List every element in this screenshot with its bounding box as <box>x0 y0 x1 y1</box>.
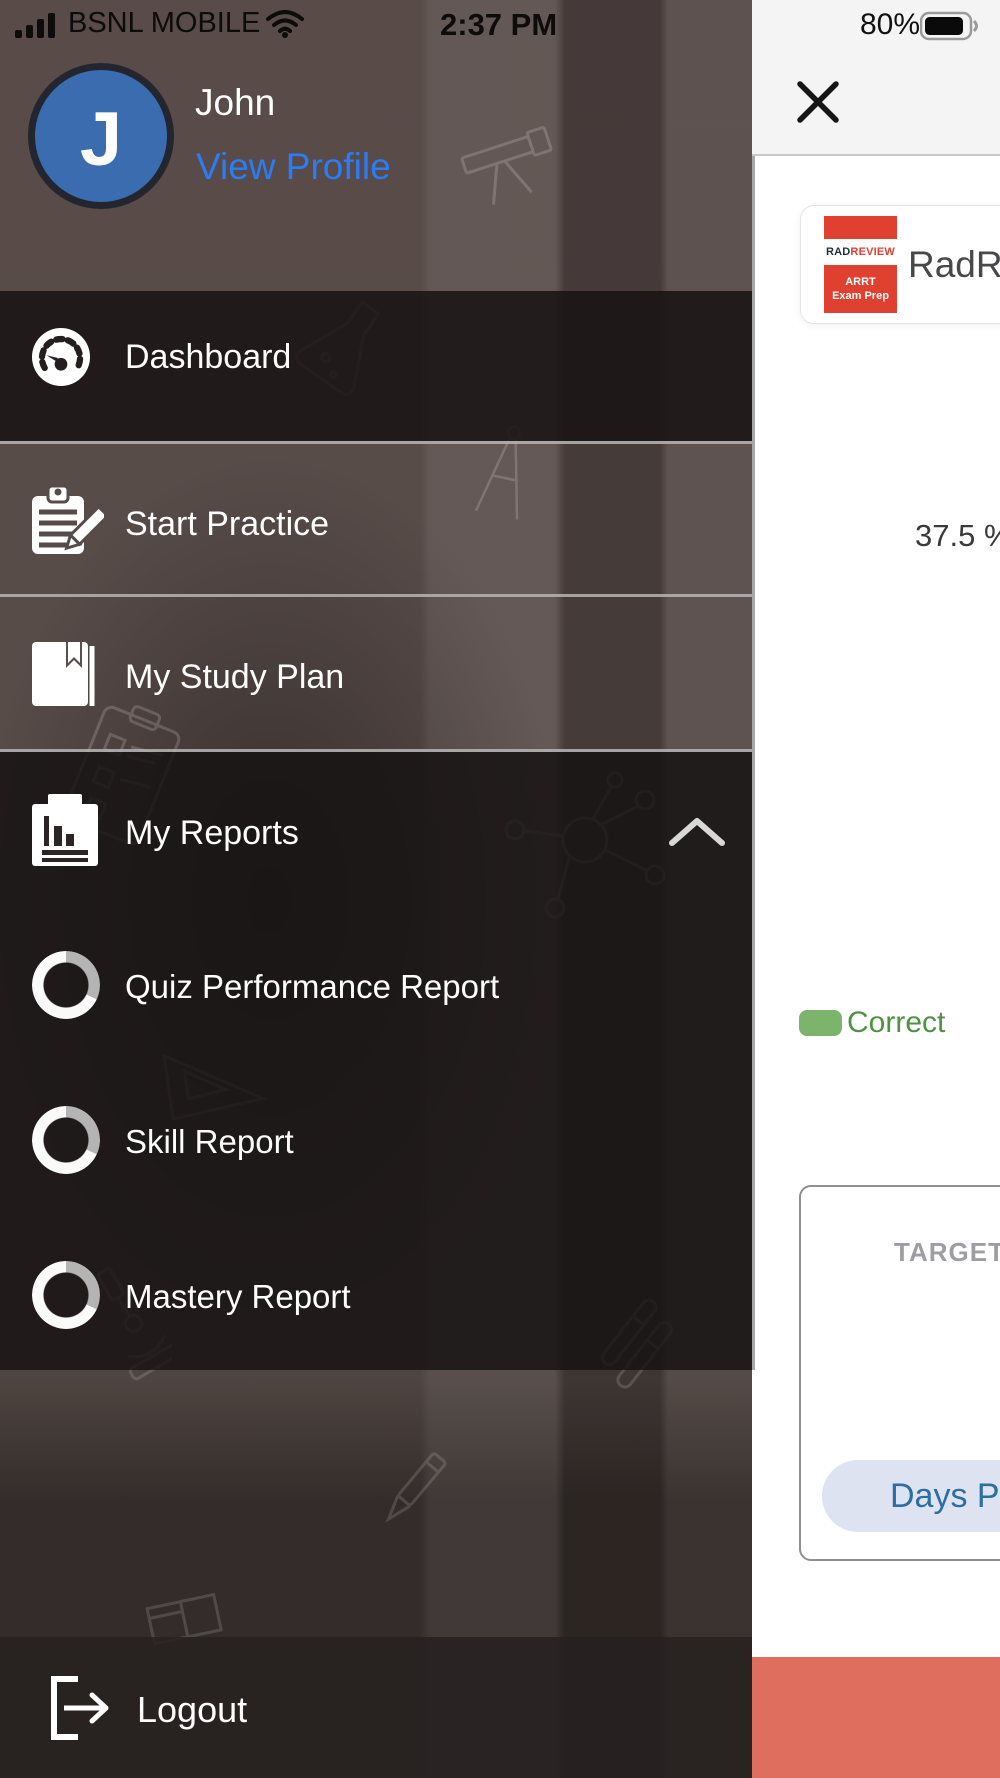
drawer-edge-scrollbar <box>752 156 755 1370</box>
progress-ring-icon <box>32 951 100 1019</box>
sidebar-item-start-practice[interactable]: Start Practice <box>0 444 752 594</box>
sidebar-item-label: Logout <box>137 1689 248 1730</box>
drawer-background-gap <box>0 1370 752 1637</box>
book-doodle <box>145 1592 223 1646</box>
logout-icon <box>48 1675 112 1746</box>
book-icon <box>30 638 102 715</box>
divider <box>0 441 752 444</box>
status-bar: BSNL MOBILE 2:37 PM <box>0 0 752 50</box>
sidebar-item-label: Start Practice <box>125 505 330 543</box>
sidebar-item-skill-report[interactable]: Skill Report <box>0 1063 752 1217</box>
correct-legend-swatch <box>799 1010 842 1036</box>
pencil-doodle <box>385 1452 447 1523</box>
sidebar-item-quiz-performance-report[interactable]: Quiz Performance Report <box>0 908 752 1062</box>
divider <box>0 749 752 752</box>
chart-legend: Correct <box>799 1006 945 1040</box>
close-drawer-button[interactable] <box>792 76 844 128</box>
close-icon <box>792 81 844 132</box>
dashboard-gauge-icon <box>32 328 90 391</box>
report-chart-icon <box>30 792 102 873</box>
target-card-title: TARGET <box>894 1237 1000 1267</box>
days-pending-label: Days P <box>890 1476 1000 1515</box>
sidebar-item-my-study-plan[interactable]: My Study Plan <box>0 597 752 749</box>
header-divider <box>752 154 1000 156</box>
avatar[interactable]: J <box>28 63 174 209</box>
logo-subtitle: ARRT Exam Prep <box>832 276 889 302</box>
sidebar-item-label: Skill Report <box>125 1123 294 1160</box>
profile-name: John <box>195 82 276 123</box>
cellular-signal-icon <box>15 13 63 44</box>
days-pending-button[interactable]: Days P <box>822 1460 1000 1532</box>
sidebar-item-label: Dashboard <box>125 338 292 376</box>
clipboard-pencil-icon <box>28 482 111 565</box>
carrier-label: BSNL MOBILE <box>68 7 261 39</box>
correct-legend-label: Correct <box>847 1006 946 1039</box>
sidebar-item-mastery-report[interactable]: Mastery Report <box>0 1218 752 1372</box>
sidebar-item-label: My Study Plan <box>125 658 345 696</box>
telescope-doodle <box>460 126 553 205</box>
battery-icon <box>919 10 982 47</box>
progress-ring-icon <box>32 1261 100 1329</box>
logo-review-text: REVIEW <box>850 246 896 258</box>
coral-footer-block <box>752 1657 1000 1778</box>
time-label: 2:37 PM <box>440 7 558 42</box>
avatar-initial: J <box>79 96 123 182</box>
radreview-logo: RAD REVIEW ARRT Exam Prep <box>824 216 897 313</box>
sidebar-item-dashboard[interactable]: Dashboard <box>0 291 752 441</box>
navigation-drawer: BSNL MOBILE 2:37 PM J John View Profile <box>0 0 752 1778</box>
chevron-up-icon[interactable] <box>668 815 726 852</box>
sidebar-item-label: Mastery Report <box>125 1278 351 1315</box>
progress-ring-icon <box>32 1106 100 1174</box>
sidebar-item-label: Quiz Performance Report <box>125 968 500 1005</box>
battery-percent-label: 80% <box>860 8 921 41</box>
sidebar-item-label: My Reports <box>125 814 299 852</box>
target-exam-card: TARGET Days P <box>799 1185 1000 1561</box>
divider <box>0 594 752 597</box>
score-percent-label: 37.5 % <box>915 518 1000 553</box>
brand-title: RadRe <box>908 244 1000 285</box>
logo-rad-text: RAD <box>825 246 851 258</box>
view-profile-link[interactable]: View Profile <box>196 146 391 187</box>
wifi-icon <box>266 10 304 43</box>
my-reports-section: My Reports Quiz Performance Report Skill… <box>0 752 752 1370</box>
sidebar-item-logout[interactable]: Logout <box>0 1637 752 1778</box>
sidebar-item-my-reports[interactable]: My Reports <box>0 752 752 906</box>
